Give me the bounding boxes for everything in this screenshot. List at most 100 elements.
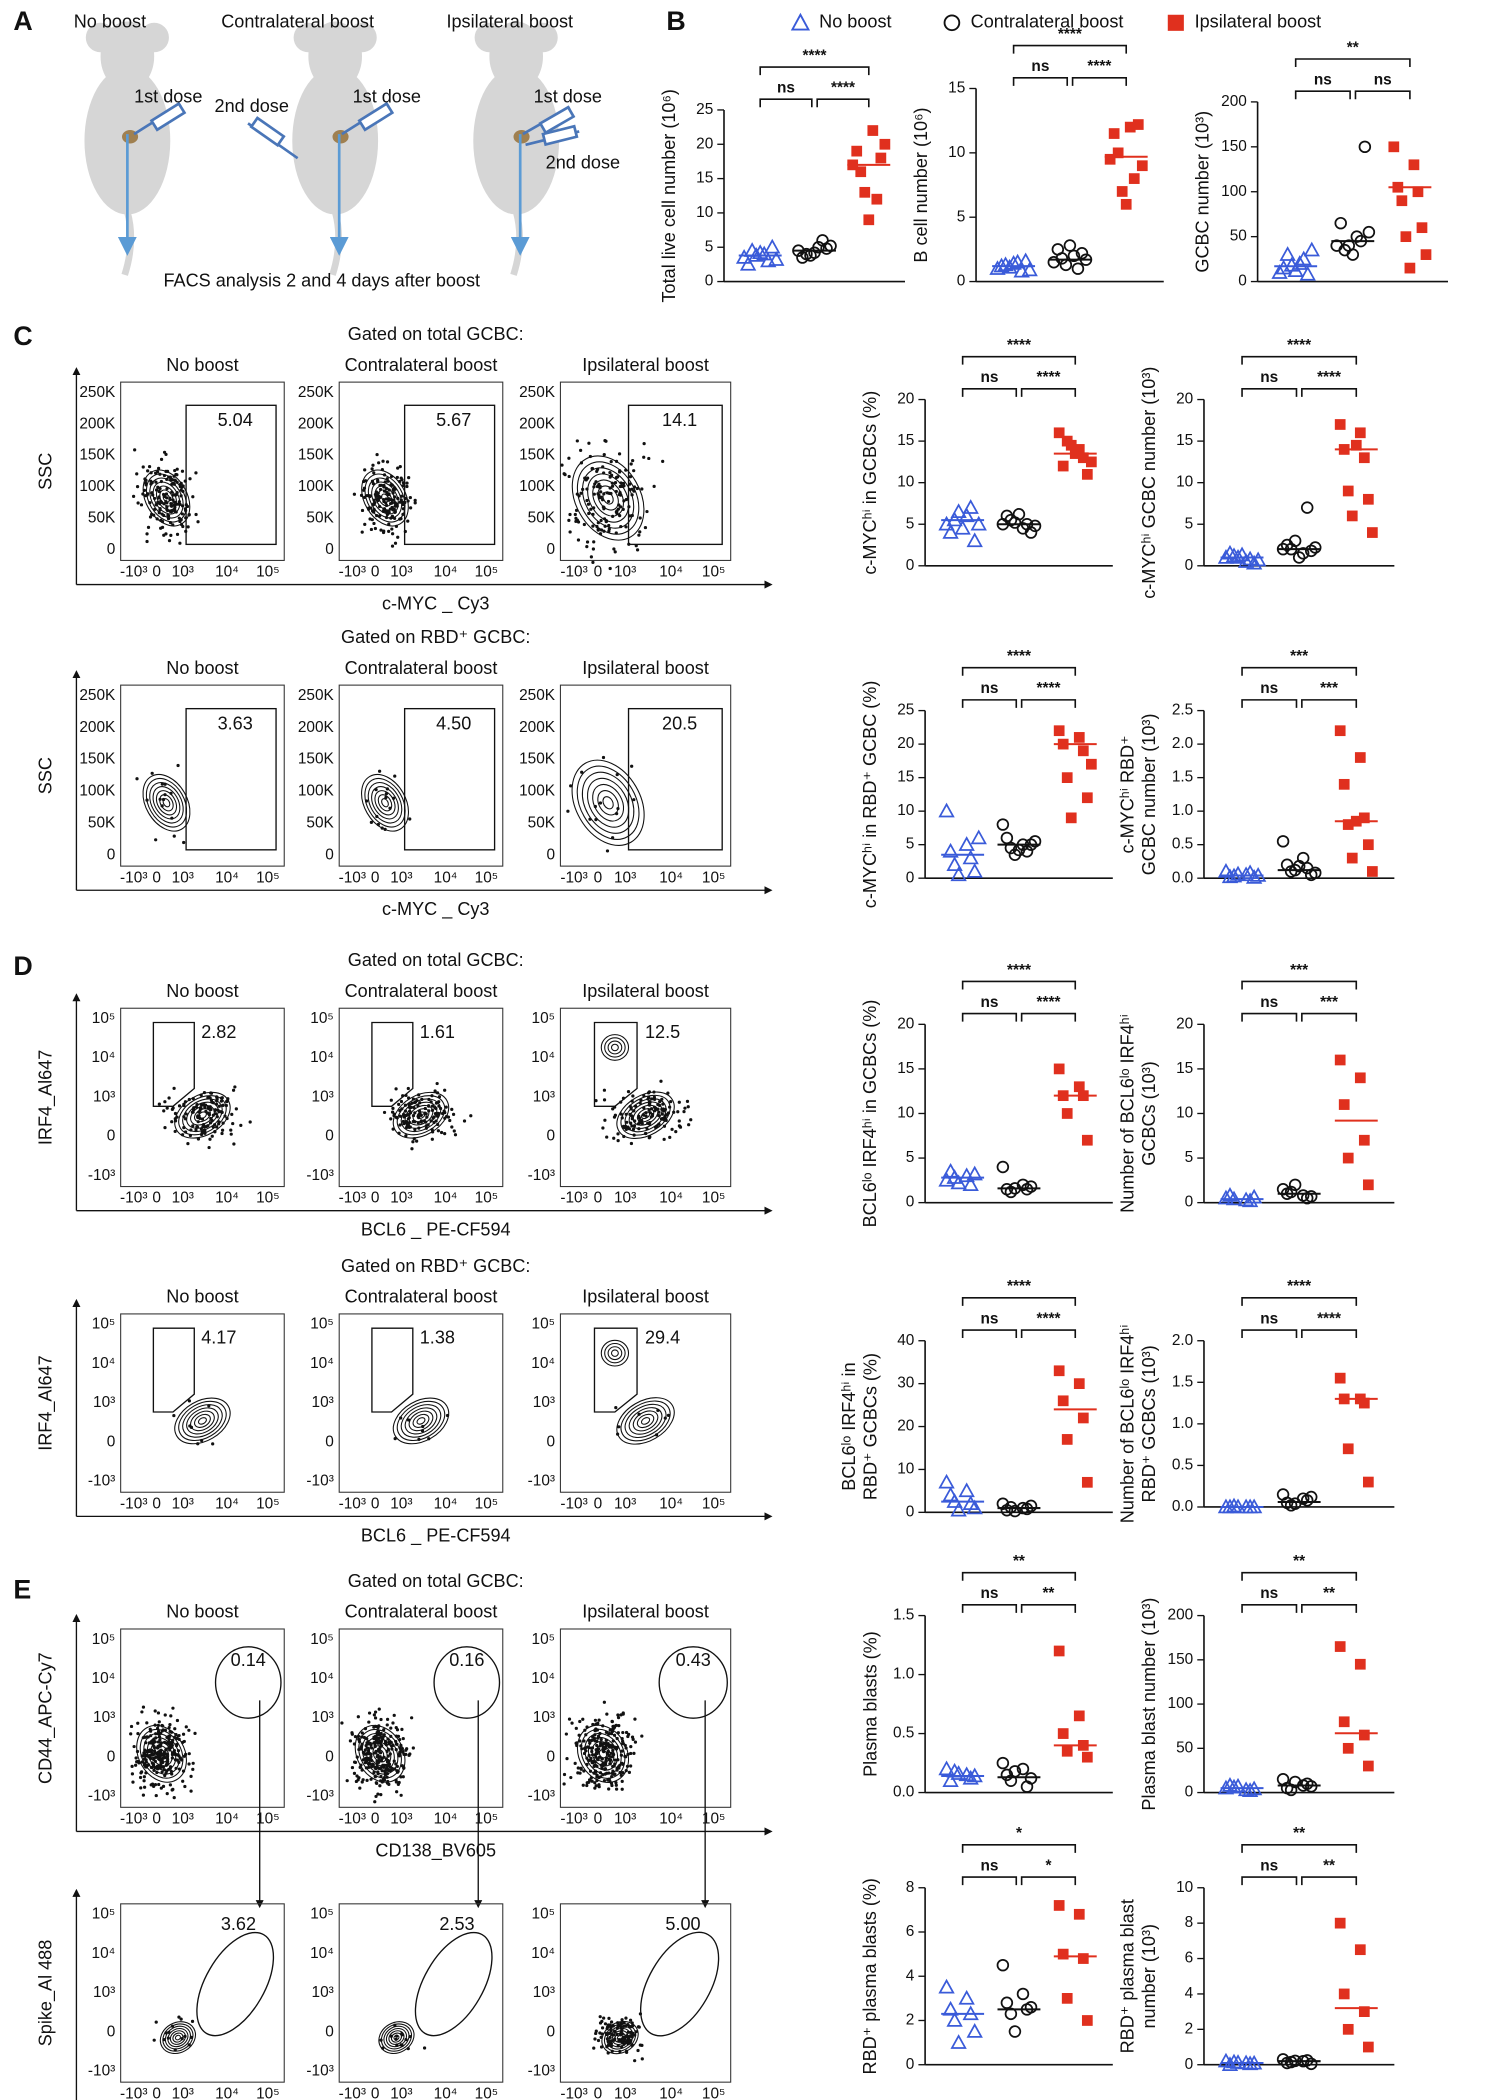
event-dot — [631, 458, 635, 463]
contour — [354, 1724, 406, 1783]
event-dot — [599, 490, 603, 494]
plot-frame — [338, 1628, 504, 1808]
contour — [416, 1111, 426, 1120]
event-dot — [399, 1099, 404, 1104]
event-dot — [616, 1132, 620, 1136]
event-dot — [607, 1787, 611, 1791]
event-dot — [669, 1100, 673, 1104]
event-dot — [390, 544, 395, 548]
data-point — [1358, 1134, 1370, 1146]
y-tick-label: 10⁴ — [310, 1355, 334, 1372]
event-dot — [619, 505, 623, 509]
y-tick-label: 30 — [897, 1375, 914, 1392]
event-dot — [652, 484, 656, 488]
data-point — [1367, 866, 1378, 877]
event-dot — [592, 492, 596, 496]
contour — [157, 1749, 166, 1759]
population — [135, 763, 191, 845]
data-point — [1350, 439, 1362, 451]
significance-label: ns — [1260, 680, 1278, 697]
x-tick-label: -10³ — [339, 1810, 366, 1827]
y-tick-label: 2 — [1185, 2020, 1194, 2037]
event-dot — [239, 1123, 243, 1127]
event-dot — [404, 1125, 409, 1130]
x-tick-label: 10⁴ — [659, 564, 683, 581]
data-point — [966, 862, 983, 878]
gate-percent: 5.00 — [665, 1914, 700, 1934]
significance-bracket — [1301, 388, 1358, 397]
event-dot — [221, 1103, 225, 1107]
x-tick-label: 10⁵ — [475, 564, 499, 581]
y-tick-label: 10⁵ — [310, 1906, 334, 1923]
x-tick-label: 10³ — [172, 2085, 194, 2100]
y-tick-label: 20 — [696, 135, 713, 152]
x-tick-label: 10³ — [614, 869, 636, 886]
y-tick-label: 10 — [897, 802, 914, 819]
event-dot — [411, 1140, 415, 1144]
contour — [194, 1413, 211, 1428]
plot-frame — [338, 1313, 504, 1493]
event-dot — [372, 1725, 376, 1729]
event-dot — [153, 1783, 158, 1787]
x-tick-label: 10³ — [390, 1810, 412, 1827]
event-dot — [398, 465, 402, 469]
population — [392, 1397, 450, 1445]
data-point — [1284, 1185, 1298, 1199]
population — [566, 755, 645, 853]
event-dot — [133, 448, 137, 452]
event-dot — [194, 471, 198, 475]
event-dot — [614, 475, 619, 480]
y-tick-label: 10⁵ — [92, 1631, 116, 1648]
contour — [380, 2023, 413, 2052]
contour — [152, 481, 181, 515]
data-point — [966, 2023, 983, 2038]
significance-label: ns — [980, 1585, 998, 1602]
event-dot — [363, 522, 367, 527]
event-dot — [407, 1753, 411, 1757]
significance-label: *** — [1320, 994, 1338, 1011]
data-point — [1053, 1645, 1065, 1657]
event-dot — [191, 1767, 195, 1771]
gate — [593, 1021, 638, 1107]
event-dot — [614, 1781, 618, 1785]
event-dot — [233, 1085, 237, 1089]
event-dot — [160, 1752, 164, 1756]
labels: A B C D E No boost Contralateral boost I… — [13, 6, 685, 1605]
event-dot — [405, 481, 409, 485]
event-dot — [382, 1110, 387, 1115]
event-dot — [157, 1102, 161, 1106]
event-dot — [207, 1095, 211, 1099]
event-dot — [647, 1108, 651, 1112]
data-point — [1334, 419, 1346, 430]
event-dot — [640, 1121, 644, 1125]
event-dot — [567, 474, 571, 479]
dose-label: 1st dose — [353, 87, 421, 107]
event-dot — [157, 1782, 161, 1787]
x-tick-label: 0 — [152, 1810, 161, 1827]
population — [378, 2021, 427, 2054]
y-tick-label: 0 — [325, 1433, 334, 1450]
data-point — [950, 866, 967, 882]
event-dot — [562, 1782, 566, 1786]
y-tick-label: 100K — [79, 478, 116, 495]
contour — [571, 455, 645, 541]
dose-label: 1st dose — [534, 87, 602, 107]
data-point — [1309, 541, 1322, 554]
event-dot — [189, 1774, 193, 1778]
contour — [400, 1404, 442, 1438]
contour — [607, 1040, 623, 1055]
y-tick-label: 0 — [107, 1433, 116, 1450]
data-point — [1061, 772, 1073, 783]
event-dot — [443, 1088, 447, 1092]
mouse — [292, 21, 379, 276]
event-dot — [595, 1743, 599, 1748]
column-title: Contralateral boost — [345, 981, 498, 1001]
data-point — [1229, 2054, 1247, 2069]
y-tick-label: 15 — [1176, 432, 1193, 449]
data-point — [1061, 1108, 1073, 1119]
event-dot — [220, 1131, 224, 1136]
event-dot — [410, 1147, 414, 1151]
significance-label: ** — [1323, 1585, 1335, 1602]
data-point — [1085, 456, 1097, 468]
